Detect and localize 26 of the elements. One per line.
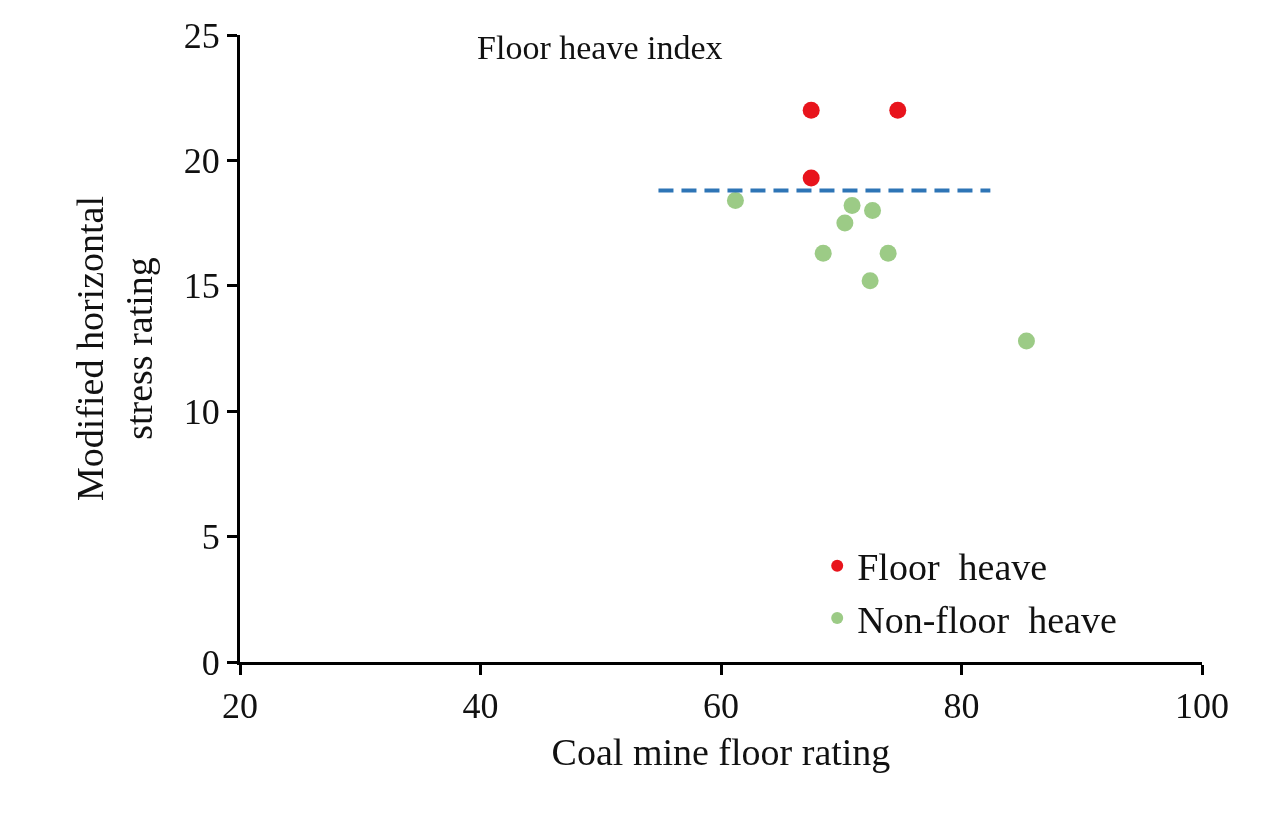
x-tick-label: 60 [703, 686, 739, 727]
y-tick-label: 5 [201, 517, 220, 558]
x-axis-title: Coal mine floor rating [551, 731, 891, 774]
legend-label: Floor heave [857, 546, 1048, 589]
point [843, 197, 861, 215]
y-axis-title: Modified horizontal stress rating [68, 196, 160, 501]
point [861, 272, 879, 290]
point [864, 202, 882, 220]
x-tick-label: 100 [1175, 686, 1229, 727]
y-tick-label: 15 [183, 266, 220, 307]
point [802, 169, 820, 187]
chart-title: Floor heave index [477, 28, 723, 66]
y-tick-label: 0 [201, 642, 220, 683]
point [726, 192, 744, 210]
point [814, 244, 832, 262]
x-tick-label: 40 [462, 686, 499, 727]
y-tick-label: 10 [183, 391, 220, 432]
y-tick-label: 25 [183, 15, 220, 56]
legend-label: Non-floor heave [857, 598, 1117, 641]
point [1017, 332, 1035, 350]
point [879, 244, 897, 262]
x-tick-label: 80 [943, 686, 980, 727]
y-tick-label: 20 [183, 141, 220, 181]
point [802, 101, 820, 119]
point [836, 214, 854, 232]
point [889, 101, 907, 119]
